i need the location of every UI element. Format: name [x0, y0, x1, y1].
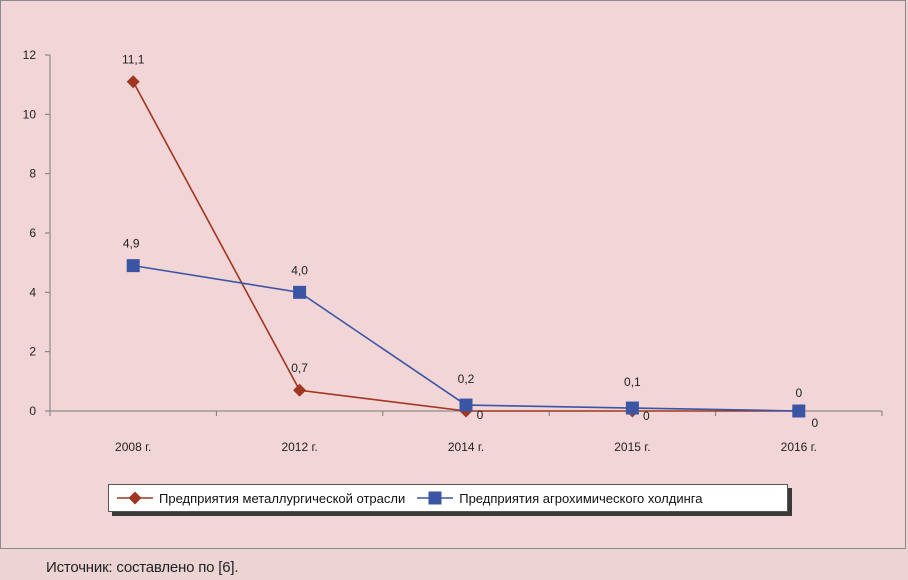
data-point-square — [625, 401, 639, 415]
x-tick-label: 2016 г. — [781, 440, 817, 454]
data-label: 0,1 — [624, 375, 641, 389]
data-point-square — [459, 398, 473, 412]
data-label: 4,9 — [123, 237, 140, 251]
data-label: 0 — [811, 416, 818, 430]
y-tick-label: 12 — [23, 48, 37, 62]
y-tick-label: 4 — [29, 285, 36, 299]
data-label: 0 — [643, 409, 650, 423]
data-label: 0,7 — [291, 361, 308, 375]
data-point-square — [293, 285, 307, 299]
data-label: 4,0 — [291, 263, 308, 277]
x-tick-label: 2015 г. — [614, 440, 650, 454]
data-point-square — [126, 259, 140, 273]
legend-item: Предприятия агрохимического холдинга — [415, 491, 702, 506]
y-tick-label: 10 — [23, 107, 37, 121]
data-point-diamond — [126, 75, 140, 89]
series-line — [133, 264, 799, 412]
data-point-diamond — [293, 383, 307, 397]
legend-label: Предприятия металлургической отрасли — [159, 490, 406, 506]
legend: Предприятия металлургической отрасли Пред… — [108, 484, 788, 512]
data-label: 0 — [795, 386, 802, 400]
chart-frame — [0, 0, 906, 549]
data-label: 0 — [477, 408, 484, 422]
x-tick-label: 2014 г. — [448, 440, 484, 454]
y-tick-label: 6 — [29, 226, 36, 240]
chart-axes: 0 2 4 6 8 10 12 2008 г. 2012 г. 2014 г. 2015 г. 201… — [23, 48, 883, 454]
data-point-diamond — [128, 491, 142, 505]
line-chart: 0 2 4 6 8 10 12 2008 г. 2012 г. 2014 г. 2015 г. 201… — [23, 48, 883, 454]
legend-key-square — [417, 491, 454, 505]
x-tick-label: 2012 г. — [281, 440, 317, 454]
data-point-square — [428, 491, 442, 505]
x-tick-label: 2008 г. — [115, 440, 151, 454]
source-note: Источник: составлено по [6]. — [46, 559, 239, 576]
series-layer: 11,1 0,7 0 0 0 4,9 4,0 0,2 0,1 0 — [122, 53, 818, 430]
data-label: 11,1 — [122, 53, 145, 67]
y-tick-label: 0 — [29, 404, 36, 418]
data-point-square — [792, 404, 806, 418]
data-label: 0,2 — [458, 372, 475, 386]
legend-key-diamond — [117, 491, 153, 505]
series-1: 4,9 4,0 0,2 0,1 0 — [123, 237, 806, 418]
y-tick-label: 8 — [29, 167, 36, 181]
legend-label: Предприятия агрохимического холдинга — [459, 490, 703, 506]
legend-item: Предприятия металлургической отрасли — [115, 491, 405, 506]
y-tick-label: 2 — [29, 345, 36, 359]
series-line — [132, 81, 799, 412]
